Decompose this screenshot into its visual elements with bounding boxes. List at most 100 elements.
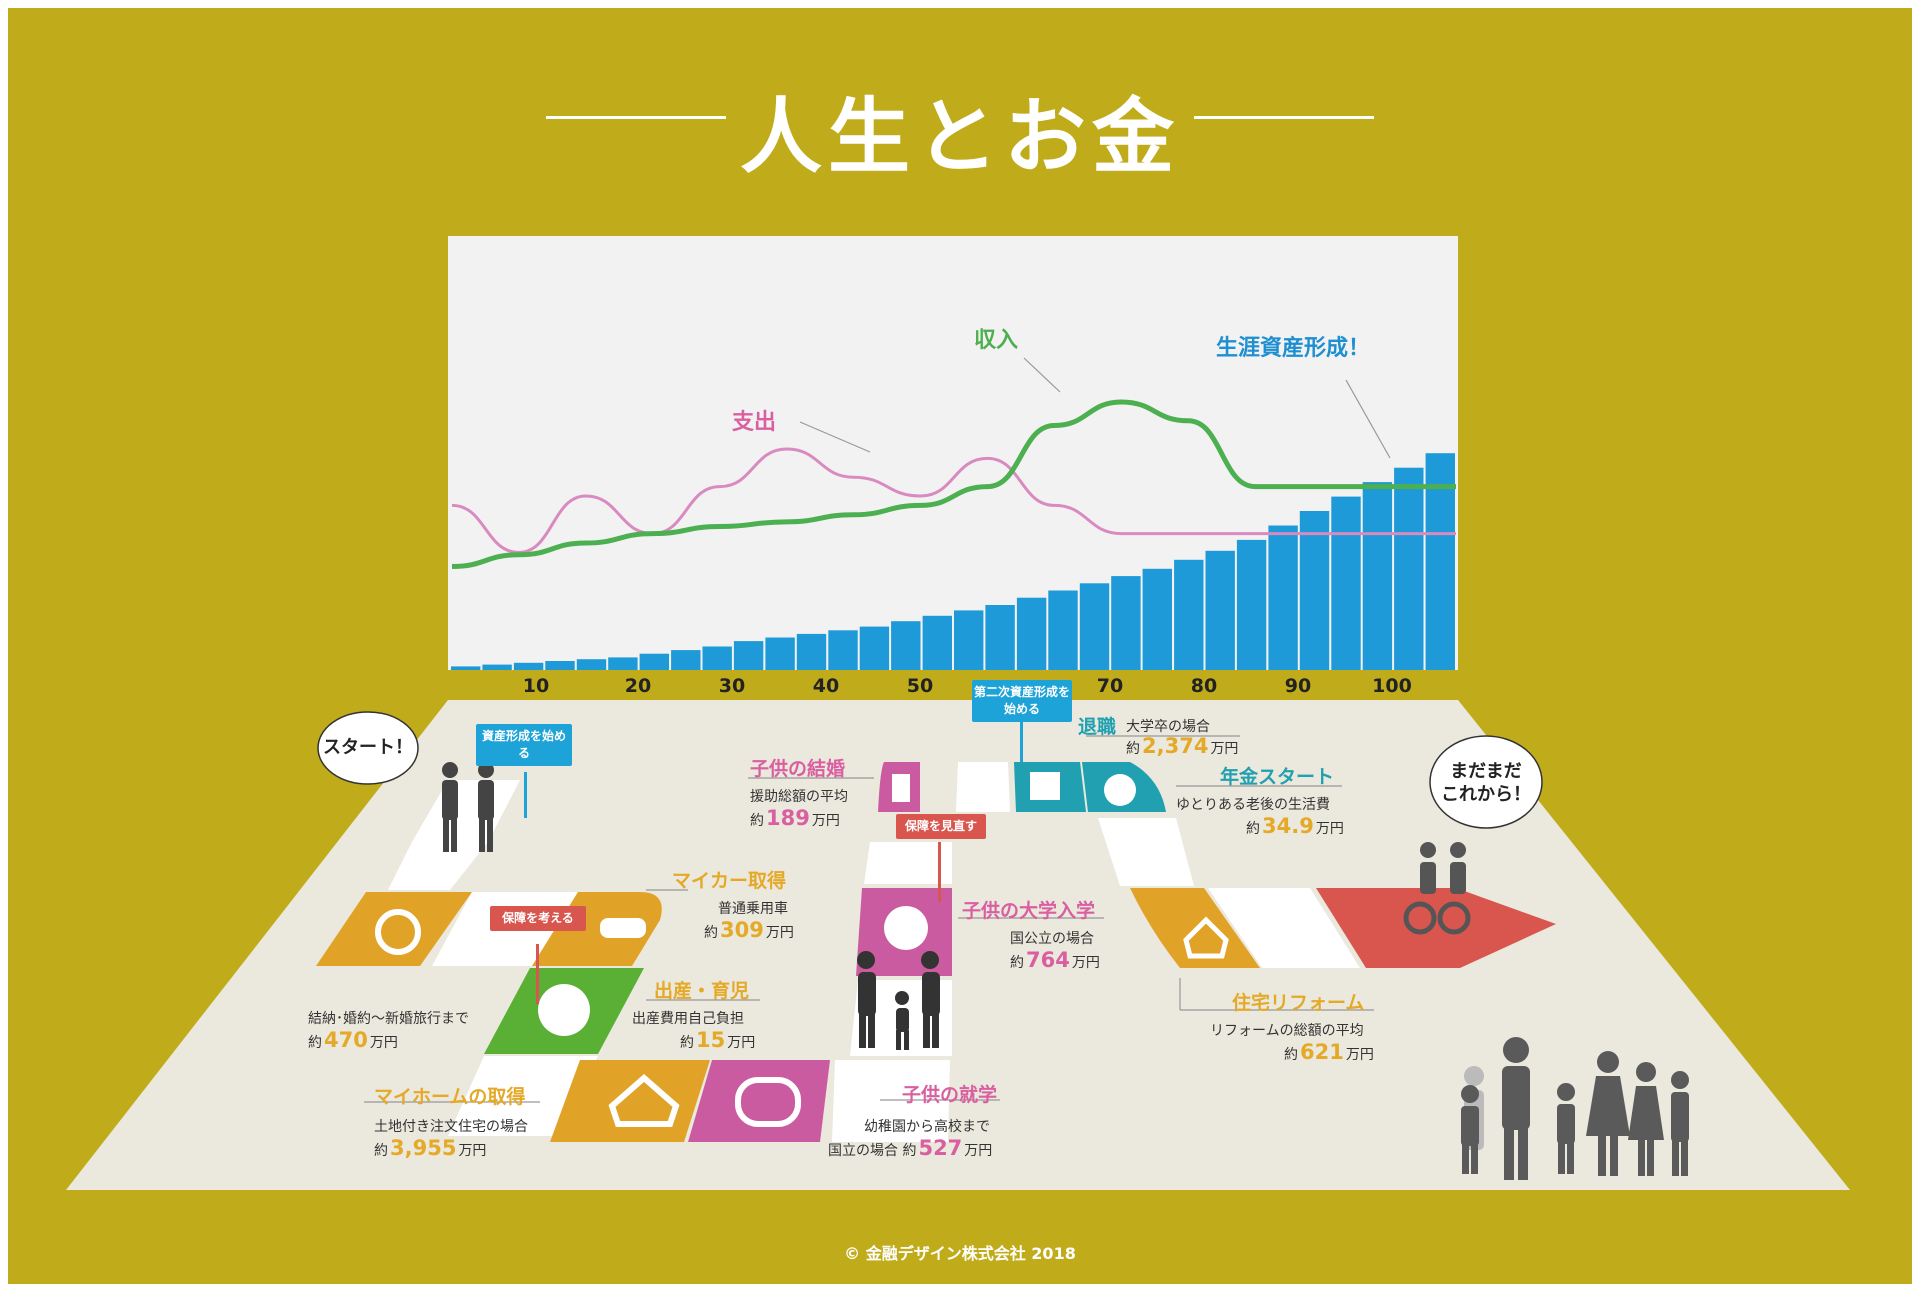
event-school-amount: 国立の場合 約527 万円: [828, 1136, 993, 1160]
income-label: 収入: [974, 328, 1019, 353]
asset-bar: [1111, 576, 1141, 670]
callout-lines: [364, 357, 1391, 1103]
house-icon: [608, 1074, 680, 1127]
asset-bar: [1205, 550, 1235, 670]
asset-bar: [545, 661, 575, 670]
x-tick-label: 90: [1284, 675, 1312, 697]
asset-bar: [1048, 590, 1078, 670]
not-yet-bubble: [1429, 735, 1543, 829]
asset-bar: [1425, 453, 1455, 670]
income-expense-lines: [451, 399, 1456, 569]
asset-label: 生涯資産形成！: [1216, 336, 1371, 361]
event-marriage-amount: 約470 万円: [308, 1028, 398, 1052]
elderly-couple-figures: [1403, 842, 1471, 935]
event-retirement-amount: 約2,374 万円: [1126, 734, 1239, 758]
event-reform-desc: リフォームの総額の平均: [1210, 1023, 1364, 1039]
event-birth-title: 出産・育児: [654, 980, 750, 1002]
income-line: [451, 399, 1456, 569]
asset-bar: [1331, 496, 1361, 670]
sign-second-investing: 第二次資産形成を始める: [972, 680, 1072, 722]
asset-bar: [576, 659, 607, 670]
asset-bar: [796, 633, 827, 670]
board-square-car: [532, 892, 662, 966]
event-child-wedding-desc: 援助総額の平均: [750, 789, 848, 805]
event-birth-amount: 約15 万円: [680, 1028, 756, 1052]
board-square-ring: [316, 892, 472, 966]
sign-start-investing: 資産形成を始める: [476, 724, 572, 766]
event-car-desc: 普通乗用車: [718, 901, 788, 917]
x-tick-label: 20: [624, 675, 652, 697]
event-pension-desc: ゆとりある老後の生活費: [1176, 797, 1330, 813]
asset-bar: [451, 666, 481, 670]
sign-consider-insurance: 保障を考える: [490, 906, 586, 931]
school-bag-icon: [735, 1077, 801, 1127]
event-reform-amount: 約621 万円: [1284, 1040, 1374, 1064]
asset-bar: [671, 650, 701, 670]
event-car-title: マイカー取得: [672, 870, 787, 892]
asset-bar: [1362, 482, 1393, 670]
money-bag-icon: [1104, 774, 1136, 806]
event-home-title: マイホームの取得: [374, 1086, 526, 1108]
event-home-amount: 約3,955 万円: [374, 1136, 487, 1160]
car-icon: [600, 918, 646, 938]
asset-bar: [1174, 559, 1204, 670]
asset-bar: [1016, 597, 1047, 670]
asset-bar: [1268, 525, 1298, 670]
asset-bar: [733, 641, 764, 670]
board-square: [1098, 818, 1194, 886]
x-tick-label: 30: [718, 675, 746, 697]
board-goal-arrow: [1316, 888, 1556, 968]
asset-bar: [828, 630, 858, 670]
asset-bar: [985, 605, 1015, 670]
asset-bar: [954, 610, 984, 670]
event-pension-amount: 約34.9 万円: [1246, 814, 1344, 838]
ring-icon: [375, 909, 421, 955]
reform-house-icon: [1183, 916, 1229, 959]
start-bubble-text: スタート！: [323, 737, 413, 758]
copyright: © 金融デザイン株式会社 2018: [844, 1244, 1076, 1263]
event-reform-title: 住宅リフォーム: [1232, 992, 1365, 1014]
board-square-school: [688, 1060, 830, 1142]
asset-bar: [859, 626, 890, 670]
event-child-wedding-title: 子供の結婚: [750, 758, 846, 780]
title-rule-right: [1194, 116, 1374, 119]
event-school-title: 子供の就学: [902, 1084, 998, 1106]
event-retirement-desc: 大学卒の場合: [1126, 719, 1210, 735]
board-square: [1208, 888, 1360, 968]
event-school-desc: 幼稚園から高校まで: [864, 1119, 990, 1135]
x-tick-label: 50: [906, 675, 934, 697]
event-university-amount: 約764 万円: [1010, 948, 1100, 972]
event-child-wedding-amount: 約189 万円: [750, 806, 840, 830]
event-university-title: 子供の大学入学: [962, 900, 1096, 922]
asset-bar: [513, 662, 544, 670]
church-icon: [892, 774, 910, 802]
event-university-desc: 国公立の場合: [1010, 931, 1094, 947]
x-tick-label: 100: [1372, 675, 1412, 697]
asset-bar: [639, 653, 669, 670]
board-square: [864, 842, 952, 884]
event-car-amount: 約309 万円: [704, 918, 794, 942]
asset-bar: [1394, 467, 1424, 670]
expense-line: [451, 447, 1456, 554]
couple-figures: [442, 762, 494, 852]
asset-bar: [1142, 568, 1172, 670]
family-figures: [857, 951, 940, 1050]
asset-bar: [1079, 583, 1110, 670]
asset-bar: [1236, 539, 1267, 670]
board-square: [388, 842, 488, 890]
x-tick-label: 70: [1096, 675, 1124, 697]
asset-bar: [702, 646, 732, 670]
title-rule-left: [546, 116, 726, 119]
asset-bar: [1299, 511, 1330, 670]
event-pension-title: 年金スタート: [1220, 766, 1335, 788]
event-home-desc: 土地付き注文住宅の場合: [374, 1119, 528, 1135]
asset-bar: [765, 637, 795, 670]
extended-family-figures: [1461, 1037, 1689, 1180]
asset-bar: [891, 621, 921, 670]
x-tick-label: 10: [522, 675, 550, 697]
event-marriage-desc: 結納･婚約～新婚旅行まで: [308, 1011, 469, 1027]
baby-icon: [538, 984, 590, 1036]
expense-label: 支出: [732, 410, 777, 435]
page-title: 人生とお金: [739, 90, 1180, 185]
